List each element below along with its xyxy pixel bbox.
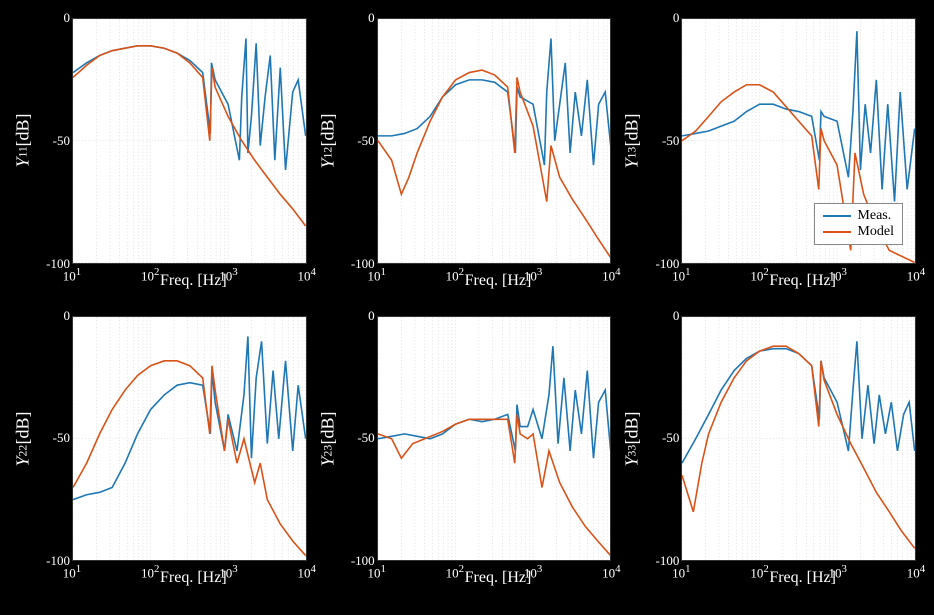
xtick-label: 102 xyxy=(750,266,768,284)
xtick-label: 103 xyxy=(219,563,237,581)
xtick-label: 102 xyxy=(446,563,464,581)
xtick-label: 103 xyxy=(524,563,542,581)
panel-13: -100-500101102103104Meas.Model xyxy=(681,18,916,264)
xtick-label: 104 xyxy=(297,563,315,581)
panel-33: -100-500101102103104 xyxy=(681,316,916,562)
xtick-label: 103 xyxy=(829,563,847,581)
xtick-label: 103 xyxy=(829,266,847,284)
panel-23: -100-500101102103104 xyxy=(377,316,612,562)
ytick-label: -50 xyxy=(662,430,679,446)
ytick-label: -50 xyxy=(357,430,374,446)
meas-line xyxy=(73,38,306,169)
ytick-label: 0 xyxy=(673,10,680,26)
panel-container-23: Y23 [dB] -100-500101102103104 xyxy=(315,308,620,570)
xtick-label: 101 xyxy=(672,266,690,284)
panel-container-22: Y22 [dB] -100-500101102103104 xyxy=(10,308,315,570)
xtick-label: 102 xyxy=(750,563,768,581)
meas-line xyxy=(682,31,915,201)
legend-label: Meas. xyxy=(857,208,891,224)
panel-12: -100-500101102103104 xyxy=(377,18,612,264)
legend-item: Model xyxy=(823,224,894,240)
xtick-label: 104 xyxy=(907,563,925,581)
ytick-label: 0 xyxy=(368,10,375,26)
ytick-label: -50 xyxy=(357,133,374,149)
ylabel: Y23 [dB] xyxy=(317,308,339,570)
ytick-label: 0 xyxy=(64,10,71,26)
xtick-label: 102 xyxy=(141,563,159,581)
xtick-label: 101 xyxy=(63,563,81,581)
ylabel: Y13 [dB] xyxy=(621,10,643,272)
xtick-label: 101 xyxy=(367,266,385,284)
legend-swatch xyxy=(823,231,851,233)
panel-container-11: Y11 [dB] -100-500101102103104 xyxy=(10,10,315,272)
panel-11: -100-500101102103104 xyxy=(72,18,307,264)
xtick-label: 104 xyxy=(297,266,315,284)
xtick-label: 104 xyxy=(907,266,925,284)
meas-line xyxy=(378,346,611,458)
xtick-label: 102 xyxy=(446,266,464,284)
legend-label: Model xyxy=(857,224,894,240)
ylabel: Y12 [dB] xyxy=(317,10,339,272)
xtick-label: 101 xyxy=(367,563,385,581)
xtick-label: 104 xyxy=(602,266,620,284)
meas-line xyxy=(378,38,611,165)
panel-container-13: Y13 [dB] -100-500101102103104Meas.Model xyxy=(619,10,924,272)
xtick-label: 104 xyxy=(602,563,620,581)
xtick-label: 103 xyxy=(219,266,237,284)
ytick-label: -50 xyxy=(53,133,70,149)
ylabel: Y22 [dB] xyxy=(12,308,34,570)
ytick-label: -50 xyxy=(662,133,679,149)
ylabel: Y11 [dB] xyxy=(12,10,34,272)
xtick-label: 101 xyxy=(672,563,690,581)
legend-swatch xyxy=(823,215,851,217)
panel-container-12: Y12 [dB] -100-500101102103104 xyxy=(315,10,620,272)
xtick-label: 101 xyxy=(63,266,81,284)
model-line xyxy=(682,346,915,548)
xtick-label: 103 xyxy=(524,266,542,284)
ytick-label: 0 xyxy=(673,308,680,324)
ytick-label: 0 xyxy=(64,308,71,324)
legend: Meas.Model xyxy=(814,203,903,245)
panel-22: -100-500101102103104 xyxy=(72,316,307,562)
ytick-label: 0 xyxy=(368,308,375,324)
figure-grid: Y11 [dB] -100-500101102103104 Y12 [dB] -100… xyxy=(10,10,924,605)
ytick-label: -50 xyxy=(53,430,70,446)
ylabel: Y33 [dB] xyxy=(621,308,643,570)
xtick-label: 102 xyxy=(141,266,159,284)
meas-line xyxy=(682,341,915,463)
legend-item: Meas. xyxy=(823,208,894,224)
panel-container-33: Y33 [dB] -100-500101102103104 xyxy=(619,308,924,570)
